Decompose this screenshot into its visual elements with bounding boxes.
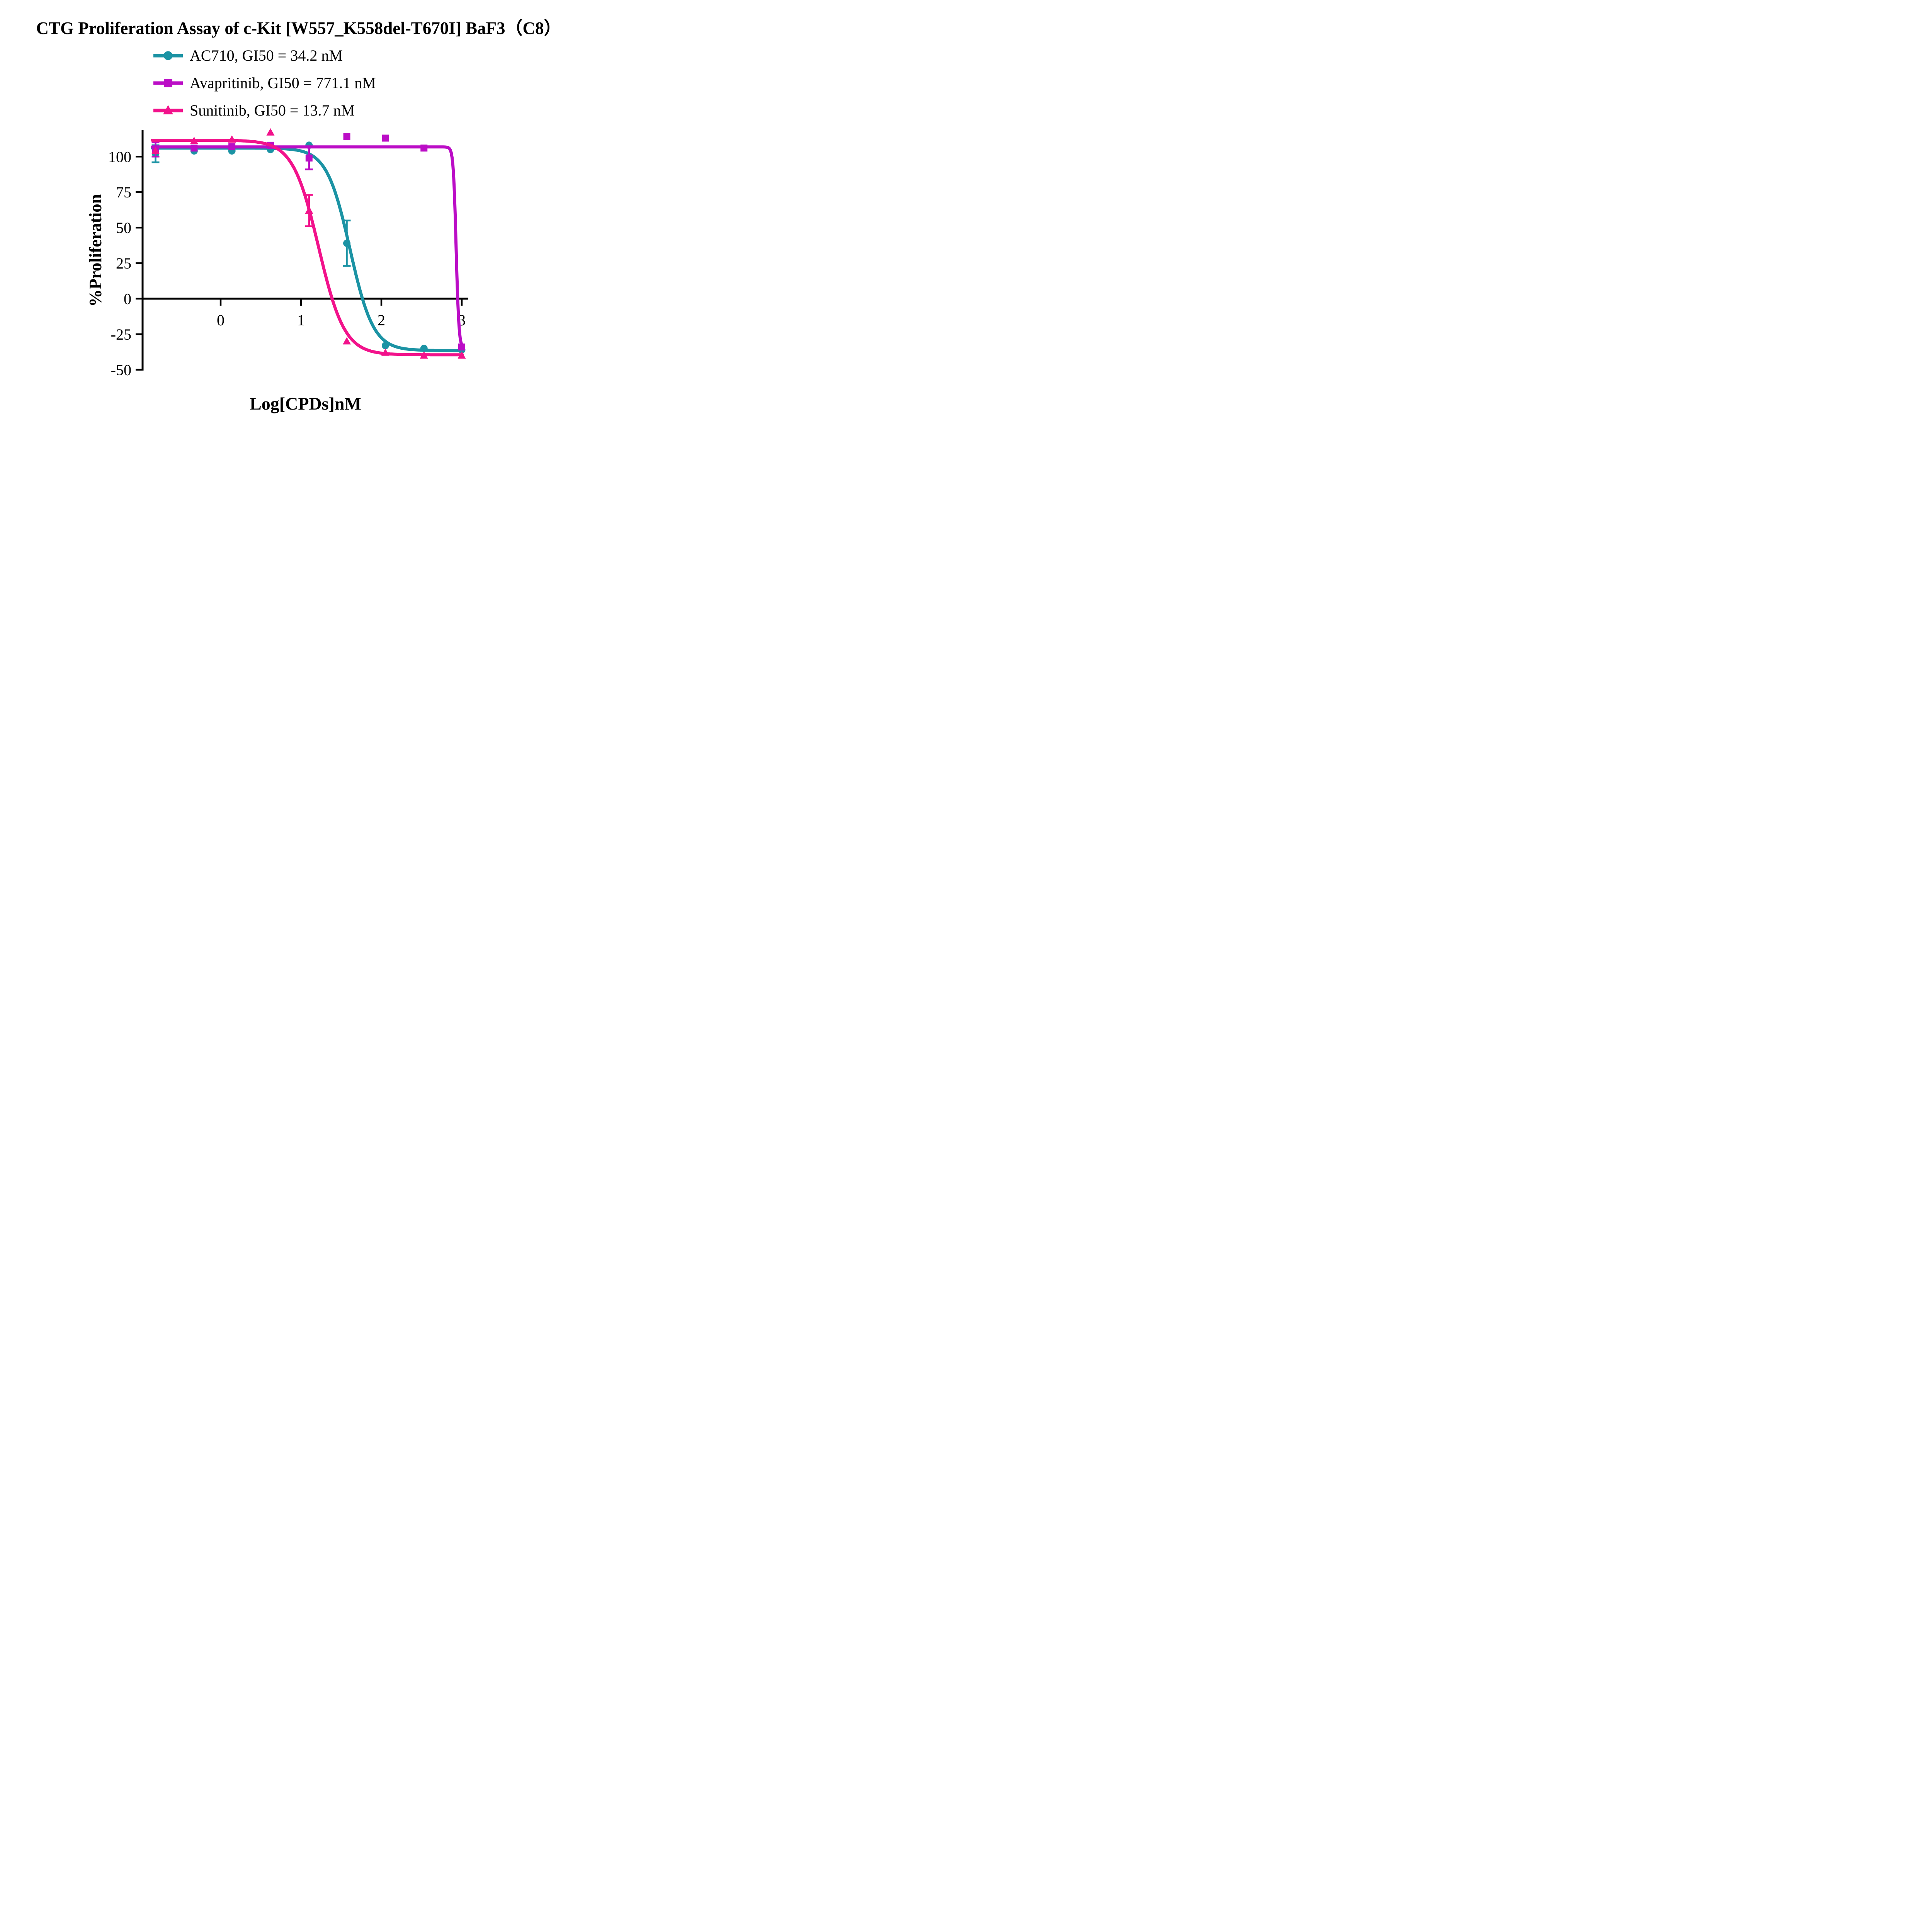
marker-triangle [190, 136, 198, 144]
legend-triangle-icon [163, 105, 173, 114]
x-tick-label: 1 [297, 311, 305, 329]
marker-triangle [266, 128, 275, 136]
y-tick-label: 50 [116, 219, 131, 236]
y-axis-label: %Proliferation [86, 194, 105, 307]
legend-label: Sunitinib, GI50 = 13.7 nM [190, 102, 355, 119]
series-curve-avapritinib [151, 145, 464, 348]
marker-triangle [420, 351, 428, 359]
legend-item-ac710: AC710, GI50 = 34.2 nM [153, 42, 376, 69]
marker-circle [343, 240, 351, 247]
marker-circle [381, 342, 389, 349]
marker-square [343, 133, 350, 140]
y-tick-label: 0 [124, 290, 131, 308]
marker-triangle [305, 206, 313, 214]
x-tick-label: 0 [217, 311, 224, 329]
marker-square [228, 143, 236, 150]
legend-marker-square-icon [153, 78, 183, 87]
legend-square-icon [164, 78, 172, 87]
series-curve-ac710 [151, 146, 464, 352]
marker-triangle [228, 135, 236, 143]
y-tick-label: 25 [116, 255, 131, 272]
legend-label: AC710, GI50 = 34.2 nM [190, 47, 343, 64]
marker-circle [420, 345, 428, 352]
y-tick-label: 100 [108, 148, 131, 165]
marker-square [305, 154, 313, 162]
series-curve-sunitinib [151, 139, 464, 357]
marker-triangle [381, 348, 389, 356]
marker-triangle [343, 337, 351, 345]
marker-square [190, 145, 198, 152]
y-tick-label: -25 [111, 326, 131, 343]
marker-triangle [457, 351, 466, 359]
legend-item-sunitinib: Sunitinib, GI50 = 13.7 nM [153, 97, 376, 124]
x-axis-label: Log[CPDs]nM [250, 394, 361, 413]
legend-circle-icon [163, 51, 173, 60]
legend-marker-circle-icon [153, 51, 183, 60]
y-tick-label: 75 [116, 184, 131, 201]
marker-square [458, 344, 465, 351]
legend: AC710, GI50 = 34.2 nM Avapritinib, GI50 … [153, 42, 376, 124]
chart-title: CTG Proliferation Assay of c-Kit [W557_K… [36, 19, 561, 38]
marker-triangle [151, 146, 160, 154]
marker-square [382, 134, 389, 142]
chart-page: { "title": "CTG Proliferation Assay of c… [0, 0, 597, 426]
marker-square [420, 145, 428, 152]
legend-item-avapritinib: Avapritinib, GI50 = 771.1 nM [153, 69, 376, 97]
x-tick-label: 2 [378, 311, 385, 329]
y-tick-label: -50 [111, 361, 131, 379]
legend-marker-triangle-icon [153, 105, 183, 114]
legend-label: Avapritinib, GI50 = 771.1 nM [190, 74, 376, 92]
